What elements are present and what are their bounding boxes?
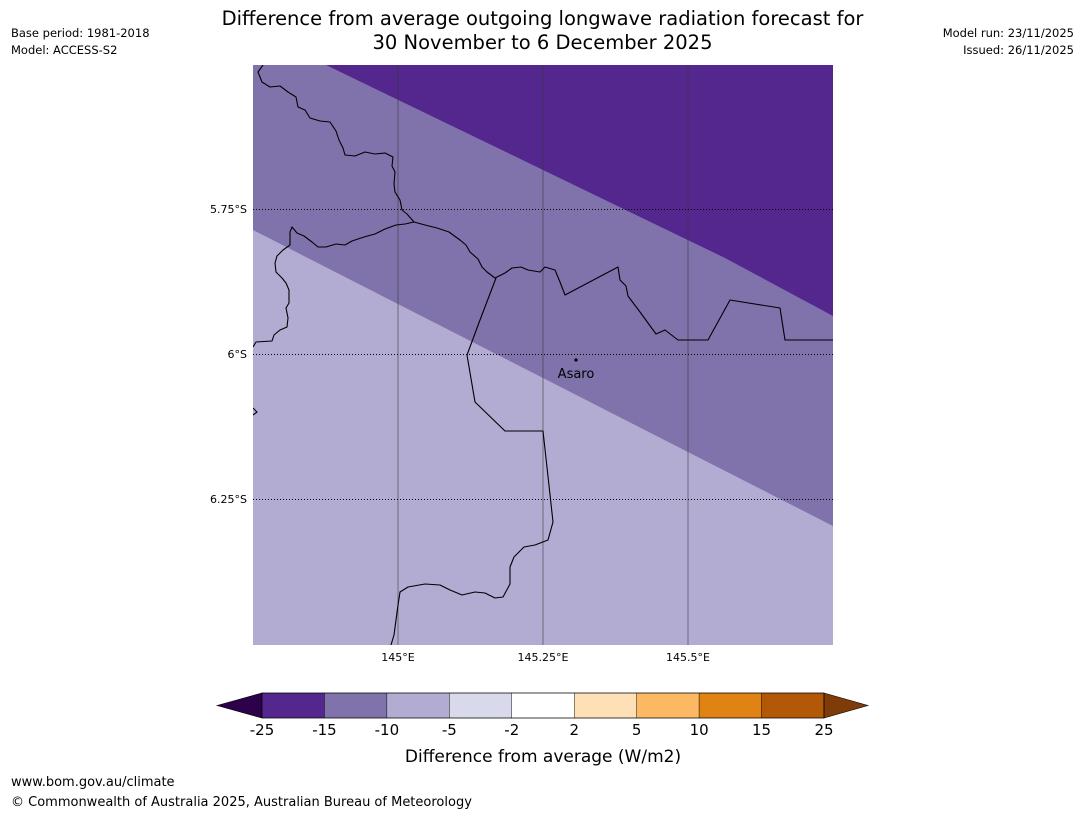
province-boundaries [253, 65, 833, 645]
boundary-central-ridge [253, 221, 415, 348]
asaro-label: Asaro [558, 367, 595, 382]
colorbar-cell [698, 692, 762, 719]
lon-label-145-5: 145.5°E [666, 651, 710, 664]
colorbar-tick-label: -5 [442, 721, 457, 739]
colorbar-tick-label: -2 [504, 721, 519, 739]
colorbar-extend-high [823, 692, 870, 719]
lon-label-145: 145°E [381, 651, 414, 664]
base-period: Base period: 1981-2018 [11, 26, 150, 40]
boundary-east [413, 221, 833, 341]
colorbar-cell [574, 692, 637, 719]
map-panel[interactable]: Asaro [253, 65, 833, 645]
footer-copyright: © Commonwealth of Australia 2025, Austra… [11, 795, 472, 810]
colorbar-cells [261, 692, 825, 719]
model-name: Model: ACCESS-S2 [11, 43, 118, 57]
colorbar-cell [386, 692, 450, 719]
colorbar-tick-label: 25 [814, 721, 833, 739]
boundary-west-stub [253, 407, 258, 416]
model-run: Model run: 23/11/2025 [942, 26, 1074, 40]
lat-label-6-25: 6.25°S [210, 493, 247, 506]
asaro-marker-dot[interactable] [574, 358, 578, 362]
band-minus25-minus15 [326, 65, 833, 316]
lat-label-5-75: 5.75°S [210, 203, 247, 216]
colorbar-cell [511, 692, 575, 719]
boundary-north-west [257, 65, 415, 223]
meta-left: Base period: 1981-2018 Model: ACCESS-S2 [11, 25, 150, 59]
boundary-south [390, 277, 554, 645]
colorbar-tick-label: -10 [375, 721, 400, 739]
colorbar-label: Difference from average (W/m2) [405, 747, 681, 767]
colorbar-tick-label: 10 [690, 721, 709, 739]
colorbar-cell [261, 692, 325, 719]
colorbar-outline [261, 692, 825, 719]
colorbar-tick-label: 15 [752, 721, 771, 739]
issued-date: Issued: 26/11/2025 [963, 43, 1074, 57]
colorbar-cell [449, 692, 512, 719]
map-axis-labels: 5.75°S 6°S 6.25°S 145°E 145.25°E 145.5°E [210, 203, 710, 664]
colorbar: -25 -15 -10 -5 -2 2 5 10 15 25 Difference from av… [215, 692, 870, 767]
colorbar-tick-label: -25 [250, 721, 275, 739]
title-line-1: Difference from average outgoing longwav… [221, 7, 864, 30]
colorbar-tick-labels: -25 -15 -10 -5 -2 2 5 10 15 25 [250, 721, 834, 739]
colorbar-cell [324, 692, 388, 719]
lat-label-6: 6°S [228, 348, 247, 361]
title-line-2: 30 November to 6 December 2025 [372, 31, 713, 54]
colorbar-tick-label: 5 [632, 721, 642, 739]
colorbar-cell [636, 692, 700, 719]
colorbar-cell [761, 692, 825, 719]
colorbar-tick-label: -15 [312, 721, 337, 739]
colorbar-extend-low [215, 692, 263, 719]
lon-label-145-25: 145.25°E [518, 651, 569, 664]
footer-url[interactable]: www.bom.gov.au/climate [11, 775, 175, 790]
meta-right: Model run: 23/11/2025 Issued: 26/11/2025 [943, 25, 1074, 59]
chart-title: Difference from average outgoing longwav… [0, 7, 1085, 55]
colorbar-tick-label: 2 [569, 721, 579, 739]
